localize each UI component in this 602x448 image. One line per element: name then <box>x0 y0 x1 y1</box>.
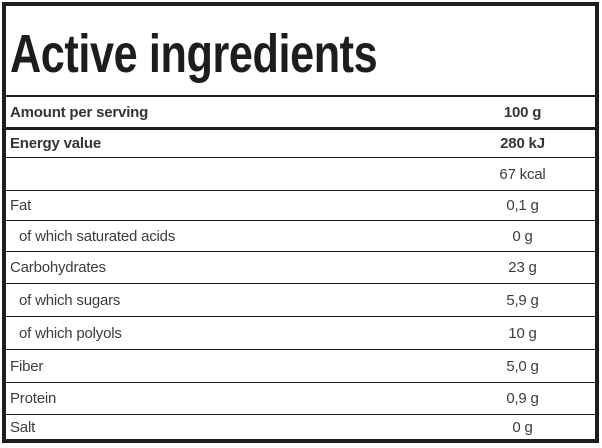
label-title: Active ingredients <box>10 24 378 84</box>
nutrient-value: 0 g <box>512 418 533 436</box>
nutrient-name: of which polyols <box>19 324 122 342</box>
nutrient-name: Fat <box>10 197 32 214</box>
nutrient-value: 23 g <box>508 259 537 276</box>
nutrient-name: of which saturated acids <box>19 227 176 245</box>
nutrient-name: Salt <box>10 418 36 436</box>
label-header: Active ingredients <box>6 6 595 97</box>
nutrient-value: 0,1 g <box>506 197 539 214</box>
nutrient-name: Energy value <box>10 135 101 152</box>
table-row: Fiber 5,0 g <box>6 350 595 383</box>
table-row: Salt 0 g <box>6 415 595 439</box>
table-row: Fat 0,1 g <box>6 191 595 221</box>
table-row: of which saturated acids 0 g <box>6 221 595 252</box>
table-row: of which sugars 5,9 g <box>6 284 595 317</box>
table-row: Carbohydrates 23 g <box>6 252 595 284</box>
table-header-row: Amount per serving 100 g <box>6 97 595 130</box>
table-row: 67 kcal <box>6 158 595 191</box>
nutrient-name: of which sugars <box>19 291 121 309</box>
nutrient-value: 10 g <box>508 324 537 342</box>
nutrient-name: Carbohydrates <box>10 259 106 276</box>
nutrition-label: Active ingredients Amount per serving 10… <box>2 2 599 443</box>
nutrition-rows: Energy value 280 kJ 67 kcal Fat 0,1 g of… <box>6 130 595 439</box>
nutrient-value: 67 kcal <box>499 165 546 183</box>
nutrient-value: 280 kJ <box>500 135 545 152</box>
column-header-nutrient: Amount per serving <box>10 103 149 121</box>
nutrient-name: Protein <box>10 390 57 407</box>
nutrient-value: 5,0 g <box>506 357 539 375</box>
nutrient-name: Fiber <box>10 357 44 375</box>
table-row: Protein 0,9 g <box>6 383 595 415</box>
column-header-amount: 100 g <box>503 103 542 121</box>
table-row: of which polyols 10 g <box>6 317 595 350</box>
nutrient-value: 0 g <box>512 227 533 245</box>
nutrient-value: 0,9 g <box>506 390 539 407</box>
table-row: Energy value 280 kJ <box>6 130 595 158</box>
nutrient-value: 5,9 g <box>506 291 539 309</box>
